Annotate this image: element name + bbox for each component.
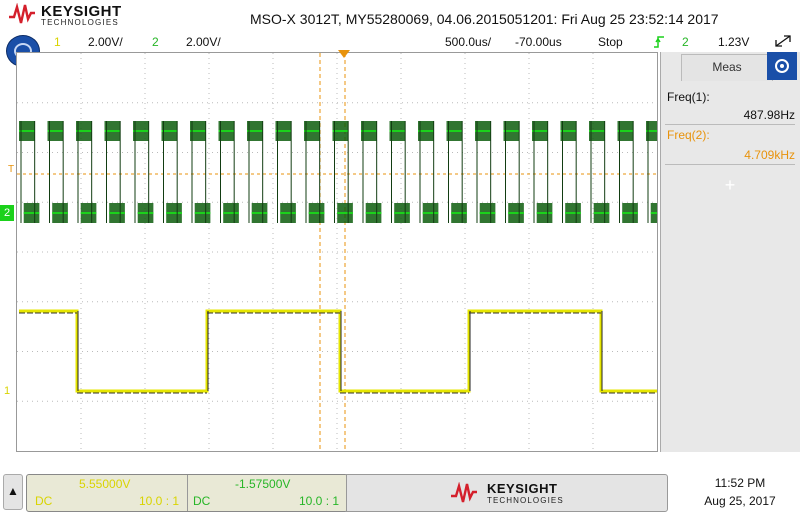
clock-time: 11:52 PM <box>714 476 766 490</box>
ch2-number[interactable]: 2 <box>152 35 159 49</box>
divider <box>665 124 795 125</box>
tab-meas[interactable]: Meas <box>681 54 773 81</box>
timebase-value[interactable]: 500.0us/ <box>445 35 492 49</box>
waveform-svg <box>17 53 657 451</box>
delay-value[interactable]: -70.00us <box>515 35 562 49</box>
up-arrow-icon[interactable]: ▲ <box>3 474 23 510</box>
freq1-label: Freq(1): <box>667 90 710 104</box>
trigger-level-marker[interactable]: T <box>8 164 15 175</box>
screenshot-title: MSO-X 3012T, MY55280069, 04.06.201505120… <box>250 11 719 27</box>
divider <box>187 475 188 511</box>
keysight-logo-icon <box>451 482 477 503</box>
ch1-coupling: DC <box>35 494 53 508</box>
divider <box>665 164 795 165</box>
freq2-label: Freq(2): <box>667 128 710 142</box>
brand-subtitle: TECHNOLOGIES <box>487 496 564 505</box>
freq1-value: 487.98Hz <box>743 108 795 122</box>
ch1-probe: 10.0 : 1 <box>139 494 180 508</box>
measurement-panel: Meas Freq(1): 487.98Hz Freq(2): 4.709kHz… <box>660 52 800 452</box>
ch1-scale[interactable]: 2.00V/ <box>88 35 123 49</box>
ch1-offset: 5.55000V <box>79 477 131 491</box>
brand-name: KEYSIGHT <box>41 3 122 20</box>
brand-subtitle: TECHNOLOGIES <box>41 18 119 27</box>
freq2-value: 4.709kHz <box>744 148 795 162</box>
trigger-edge-icon <box>654 36 664 48</box>
brand-box: KEYSIGHT TECHNOLOGIES <box>346 474 668 512</box>
keysight-logo-icon <box>9 3 35 24</box>
trigger-level[interactable]: 1.23V <box>718 35 750 49</box>
gear-icon[interactable] <box>767 52 797 80</box>
run-state[interactable]: Stop <box>598 35 623 49</box>
ch2-scale[interactable]: 2.00V/ <box>186 35 221 49</box>
ch2-ground-marker[interactable]: 2 <box>0 205 14 221</box>
clock-date: Aug 25, 2017 <box>704 494 776 508</box>
ch2-coupling: DC <box>193 494 211 508</box>
brand-name: KEYSIGHT <box>487 481 558 496</box>
zoom-arrows-icon[interactable] <box>772 32 794 50</box>
ch2-probe: 10.0 : 1 <box>299 494 340 508</box>
trigger-position-marker[interactable] <box>338 50 350 58</box>
trigger-source[interactable]: 2 <box>682 35 689 49</box>
ch2-offset: -1.57500V <box>235 477 291 491</box>
plus-icon[interactable]: + <box>724 175 736 195</box>
channel-info-box[interactable]: 5.55000V DC 10.0 : 1 -1.57500V DC 10.0 :… <box>26 474 348 512</box>
waveform-display[interactable] <box>16 52 658 452</box>
ch1-number[interactable]: 1 <box>54 35 61 49</box>
ch1-ground-marker[interactable]: 1 <box>3 385 11 397</box>
ch1-trace <box>19 309 657 393</box>
